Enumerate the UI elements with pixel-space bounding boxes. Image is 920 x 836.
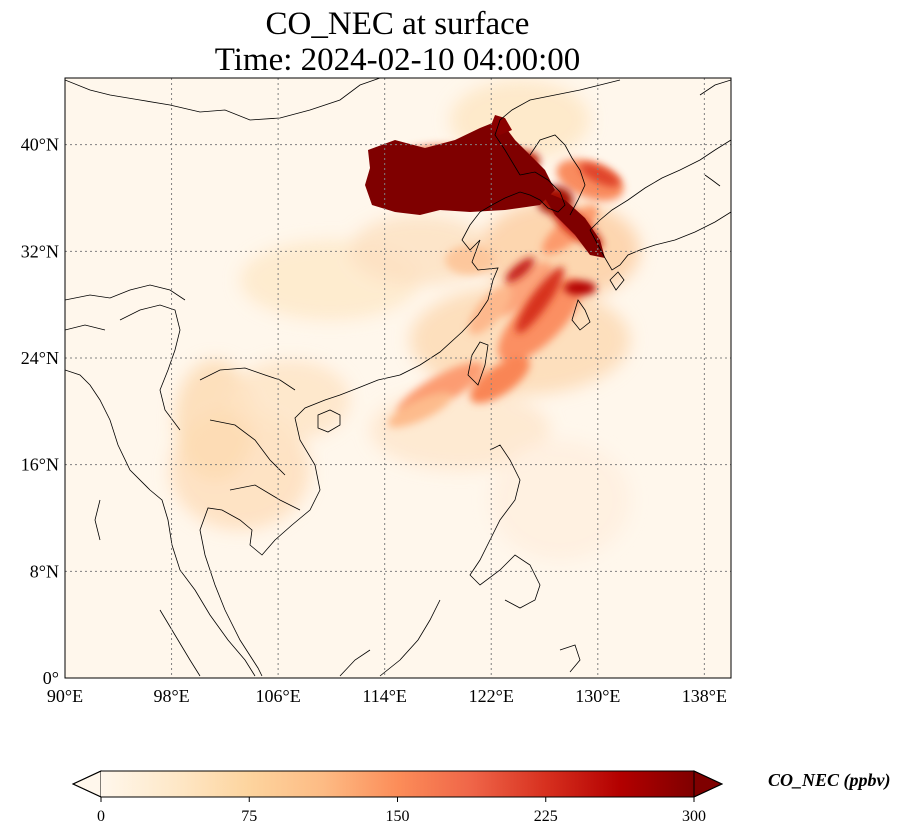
taiwan-outline	[467, 341, 489, 386]
colorbar-tick-label: 150	[386, 808, 410, 825]
colorbar-tick-label: 0	[97, 808, 105, 825]
gridlines	[65, 78, 731, 678]
colorbar-label: CO_NEC (ppbv)	[768, 770, 891, 790]
map-frame	[64, 77, 732, 679]
lat-tick-label: 16°N	[21, 455, 59, 475]
colorbar-gradient	[101, 771, 694, 797]
lon-tick-label: 114°E	[362, 686, 407, 706]
colorbar-tick-label: 225	[534, 808, 558, 825]
latitude-tick-labels: 0° 8°N 16°N 24°N 32°N 40°N	[21, 135, 59, 688]
lat-tick-label: 8°N	[30, 561, 59, 581]
lon-tick-label: 98°E	[153, 686, 189, 706]
longitude-tick-labels: 90°E 98°E 106°E 114°E 122°E 130°E 138°E	[47, 686, 727, 706]
lon-tick-label: 122°E	[469, 686, 514, 706]
colorbar: 0 75 150 225 300	[71, 770, 724, 825]
lon-tick-label: 90°E	[47, 686, 83, 706]
map-time-subtitle: Time: 2024-02-10 04:00:00	[214, 42, 581, 78]
saturated-core	[365, 115, 605, 258]
hainan-outline	[317, 409, 341, 433]
lat-tick-label: 40°N	[21, 135, 59, 155]
lon-tick-label: 106°E	[256, 686, 301, 706]
colorbar-tick-label: 300	[682, 808, 706, 825]
lat-tick-label: 24°N	[21, 348, 59, 368]
colorbar-ticks: 0 75 150 225 300	[97, 797, 706, 825]
lat-tick-label: 0°	[43, 668, 59, 688]
lon-tick-label: 138°E	[682, 686, 727, 706]
lat-tick-label: 32°N	[21, 241, 59, 261]
colorbar-tick-label: 75	[241, 808, 257, 825]
concentration-field	[170, 80, 640, 560]
colorbar-over-arrow	[693, 770, 724, 798]
colorbar-under-arrow	[71, 770, 102, 798]
map-title: CO_NEC at surface	[265, 6, 530, 42]
lon-tick-label: 130°E	[575, 686, 620, 706]
